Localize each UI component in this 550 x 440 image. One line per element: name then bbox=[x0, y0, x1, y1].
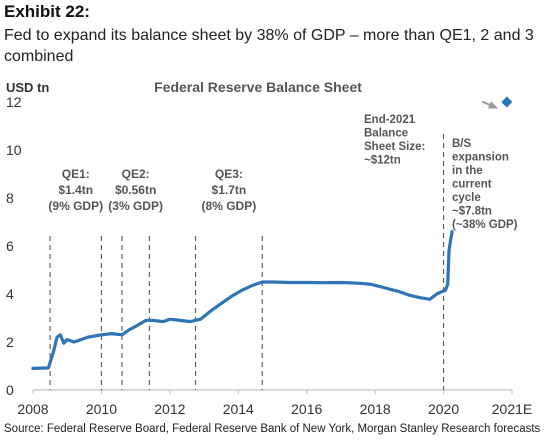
y-tick-label: 12 bbox=[6, 94, 22, 110]
qe-label: QE3: $1.7tn (8% GDP) bbox=[202, 167, 257, 213]
x-tick-label: 2021E bbox=[492, 401, 532, 417]
x-tick-label: 2008 bbox=[17, 401, 48, 417]
x-tick-label: 2020 bbox=[428, 401, 459, 417]
x-tick-label: 2016 bbox=[291, 401, 322, 417]
qe-label: QE1: $1.4tn (9% GDP) bbox=[48, 167, 103, 213]
x-tick-label: 2018 bbox=[360, 401, 391, 417]
qe-markers: QE1: $1.4tn (9% GDP)QE2: $0.56tn (3% GDP) QE3… bbox=[48, 134, 445, 390]
chart-title: Federal Reserve Balance Sheet bbox=[154, 79, 362, 95]
y-tick-label: 6 bbox=[6, 238, 14, 254]
series-group bbox=[31, 96, 513, 370]
y-ticks: 0 2 4 6 8 10 12 bbox=[6, 94, 22, 398]
qe-label: QE2: $0.56tn (3% GDP) bbox=[108, 167, 163, 213]
annotations: End-2021 Balance Sheet Size: ~$12tn B/S expan… bbox=[364, 114, 518, 231]
y-tick-label: 4 bbox=[6, 286, 14, 302]
forecast-point-2021 bbox=[501, 96, 513, 108]
y-axis-unit: USD tn bbox=[6, 80, 49, 95]
x-tick-label: 2014 bbox=[223, 401, 254, 417]
bs-expansion-annotation: B/S expansion in the current cycle ~$7.8tn (~3… bbox=[452, 138, 518, 231]
x-axis: 2008 2010 2012 2014 2016 2018 2020 2021E bbox=[17, 389, 532, 417]
y-tick-label: 0 bbox=[6, 382, 14, 398]
series-line-balance-sheet bbox=[31, 230, 454, 370]
y-tick-label: 2 bbox=[6, 334, 14, 350]
forecast-arrow bbox=[481, 100, 498, 109]
y-tick-label: 10 bbox=[6, 142, 22, 158]
source-note: Source: Federal Reserve Board, Federal R… bbox=[4, 423, 541, 435]
y-tick-label: 8 bbox=[6, 190, 14, 206]
x-tick-label: 2012 bbox=[154, 401, 185, 417]
chart-subtitle: Fed to expand its balance sheet by 38% o… bbox=[4, 27, 534, 65]
x-tick-label: 2010 bbox=[86, 401, 117, 417]
exhibit-label: Exhibit 22: bbox=[4, 2, 90, 21]
end-2021-annotation: End-2021 Balance Sheet Size: ~$12tn bbox=[364, 114, 425, 167]
